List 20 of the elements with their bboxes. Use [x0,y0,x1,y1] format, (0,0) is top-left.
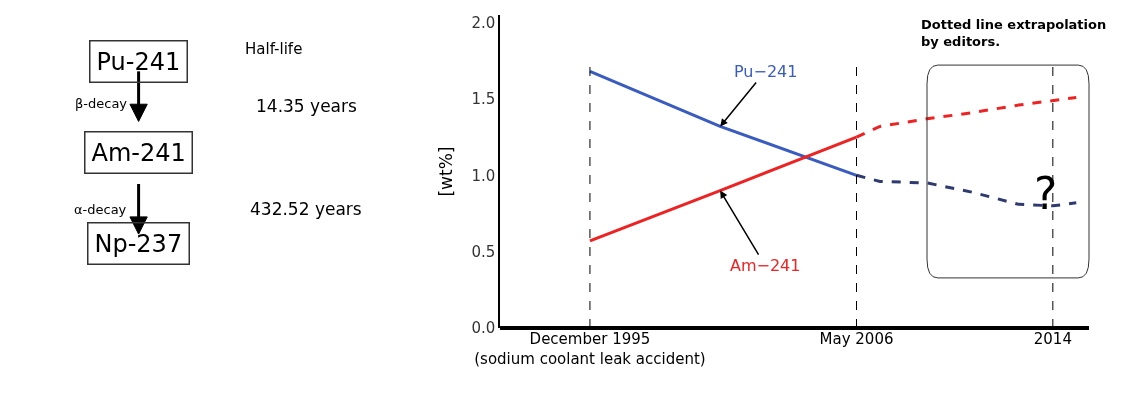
text: Np-237 [94,229,183,258]
annotation: Dotted line extrapolation by editors. [921,17,1107,49]
text: Pu−241 [734,62,798,81]
y-tick-label: 1.5 [471,90,496,109]
y-tick-label: 1.0 [471,166,496,185]
line-series [855,173,1078,208]
x-tick-label: 2014 [1033,330,1072,348]
text: α-decay [74,202,127,217]
text: Am-241 [91,138,186,167]
x-tick-label: May 2006 [819,330,894,348]
y-tick-label: 2.0 [471,13,496,32]
text: Half-life [245,40,303,58]
text: Am−241 [730,256,801,275]
text: β-decay [75,96,128,111]
y-tick-label: 0.5 [471,242,496,261]
annotation: ? [1034,168,1058,219]
y-axis-title: [wt%] [435,146,456,197]
text: 14.35 years [256,96,357,116]
text: Pu-241 [96,47,181,76]
text: 432.52 years [250,199,362,219]
